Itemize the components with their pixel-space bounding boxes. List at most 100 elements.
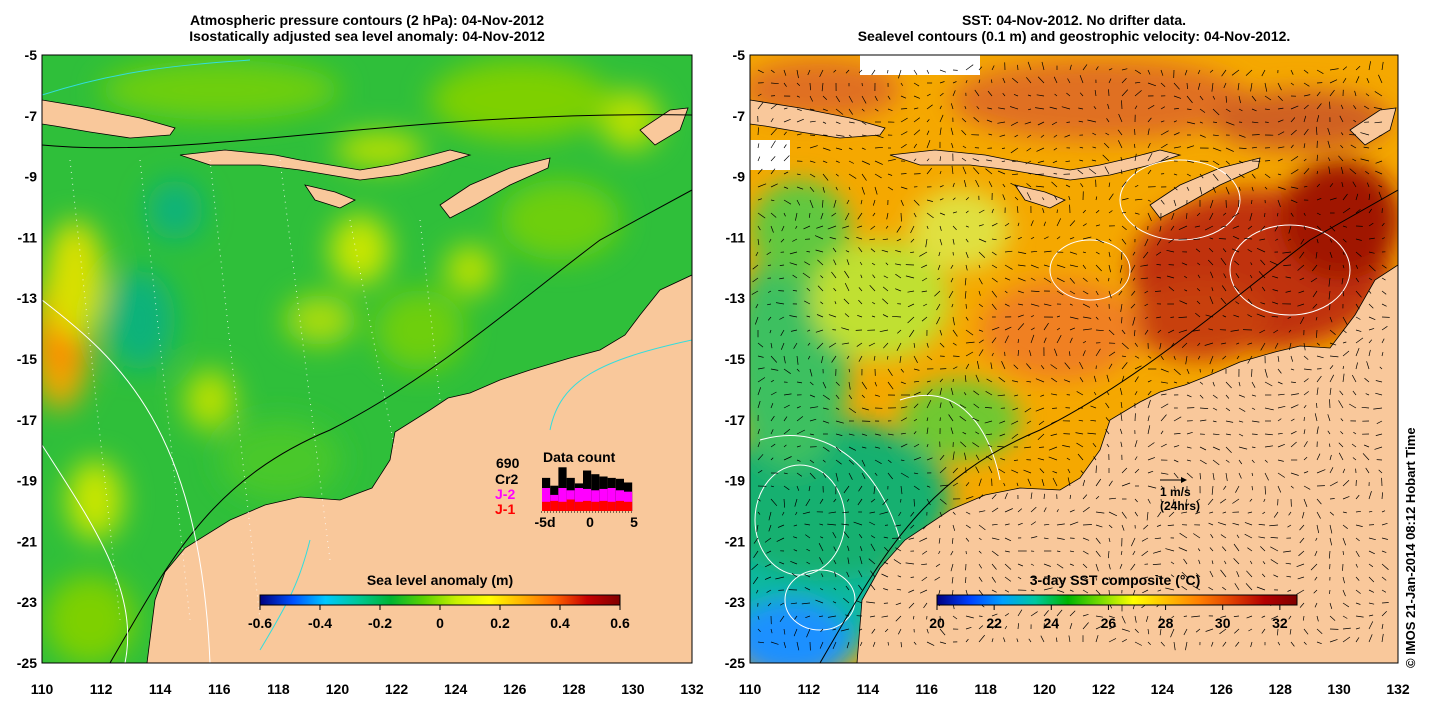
velocity-arrow (1082, 316, 1092, 319)
velocity-arrow (1108, 497, 1117, 500)
velocity-arrow (833, 259, 837, 266)
velocity-arrow (1342, 341, 1347, 344)
velocity-arrow (1147, 390, 1152, 396)
velocity-arrow (1223, 82, 1227, 89)
velocity-arrow (1035, 185, 1045, 188)
velocity-arrow (1156, 264, 1162, 266)
velocity-arrow (900, 381, 906, 385)
velocity-arrow (1247, 225, 1253, 230)
velocity-arrow (950, 550, 954, 556)
velocity-arrow (879, 511, 889, 515)
velocity-arrow (965, 197, 969, 201)
velocity-arrow (1277, 355, 1280, 362)
velocity-arrow (783, 199, 792, 205)
velocity-arrow (939, 105, 942, 110)
velocity-arrow (1056, 576, 1064, 583)
left-lat-tick-label: -21 (17, 533, 37, 549)
velocity-arrow (1154, 290, 1162, 292)
velocity-arrow (939, 467, 947, 474)
velocity-arrow (859, 641, 863, 647)
velocity-arrow (1050, 393, 1058, 396)
velocity-arrow (1186, 121, 1196, 125)
velocity-arrow (1303, 391, 1309, 396)
velocity-arrow (1178, 547, 1188, 552)
velocity-arrow (991, 550, 999, 557)
velocity-arrow (1056, 290, 1064, 296)
velocity-arrow (846, 355, 850, 359)
velocity-arrow (1288, 511, 1292, 516)
velocity-arrow (822, 420, 830, 424)
velocity-arrow (900, 368, 904, 373)
velocity-arrow (949, 401, 954, 409)
count-bar-j2 (624, 491, 633, 511)
velocity-arrow (1381, 611, 1387, 617)
velocity-arrow (1277, 158, 1283, 162)
velocity-arrow (844, 282, 850, 292)
velocity-arrow (1121, 482, 1131, 487)
left-lat-tick-label: -7 (25, 108, 38, 124)
velocity-arrow (796, 133, 802, 136)
velocity-arrow (770, 355, 778, 363)
velocity-arrow (975, 431, 980, 435)
velocity-arrow (1355, 193, 1359, 201)
velocity-arrow (1225, 147, 1234, 152)
velocity-arrow (848, 433, 855, 436)
velocity-arrow (1223, 273, 1227, 279)
island-sumba-right (1014, 184, 1066, 209)
velocity-arrow (1208, 248, 1214, 253)
velocity-arrow (871, 315, 876, 318)
velocity-arrow (1095, 635, 1099, 643)
velocity-arrow (939, 378, 943, 383)
velocity-arrow (1102, 154, 1110, 162)
velocity-arrow (1342, 329, 1347, 334)
velocity-arrow (910, 251, 915, 254)
velocity-arrow (845, 614, 850, 617)
velocity-arrow (991, 523, 998, 526)
australia-landmass-left (146, 274, 692, 663)
velocity-arrow (1381, 326, 1388, 331)
velocity-arrow (1186, 186, 1190, 191)
velocity-arrow (1082, 264, 1087, 270)
velocity-arrow (1342, 316, 1348, 325)
velocity-arrow (1277, 628, 1279, 636)
velocity-arrow (887, 158, 896, 162)
velocity-arrow (1349, 403, 1357, 409)
velocity-arrow (1285, 562, 1292, 565)
velocity-arrow (913, 391, 921, 396)
velocity-arrow (848, 472, 853, 480)
velocity-arrow (938, 550, 941, 555)
velocity-arrow (1290, 144, 1294, 149)
velocity-arrow (1251, 420, 1260, 423)
velocity-arrow (1093, 456, 1097, 461)
left-lat-tick-label: -17 (17, 412, 37, 428)
velocity-arrow (1212, 433, 1220, 436)
velocity-arrow (1260, 225, 1266, 232)
velocity-arrow (1043, 337, 1047, 344)
velocity-arrow (822, 381, 827, 389)
velocity-arrow (1004, 550, 1010, 553)
velocity-arrow (881, 573, 889, 578)
velocity-arrow (1108, 264, 1111, 273)
velocity-arrow (950, 103, 954, 110)
velocity-arrow (857, 225, 863, 228)
velocity-arrow (991, 352, 994, 357)
velocity-arrow (808, 485, 811, 492)
velocity-arrow (1342, 225, 1348, 228)
velocity-arrow (1159, 225, 1162, 232)
velocity-arrow (1121, 638, 1127, 643)
velocity-arrow (1095, 465, 1097, 474)
velocity-arrow (783, 131, 787, 136)
velocity-arrow (952, 316, 955, 326)
velocity-arrow (1342, 602, 1350, 608)
velocity-arrow (1108, 251, 1111, 258)
velocity-arrow (1251, 146, 1258, 149)
velocity-arrow (1011, 77, 1019, 84)
velocity-arrow (770, 402, 774, 409)
velocity-arrow (1173, 146, 1182, 149)
velocity-arrow (1342, 576, 1345, 584)
left-lon-tick-label: 112 (90, 681, 113, 697)
velocity-arrow (1199, 459, 1207, 465)
velocity-arrow (795, 212, 798, 221)
velocity-arrow (848, 459, 855, 465)
velocity-arrow (1313, 589, 1318, 594)
